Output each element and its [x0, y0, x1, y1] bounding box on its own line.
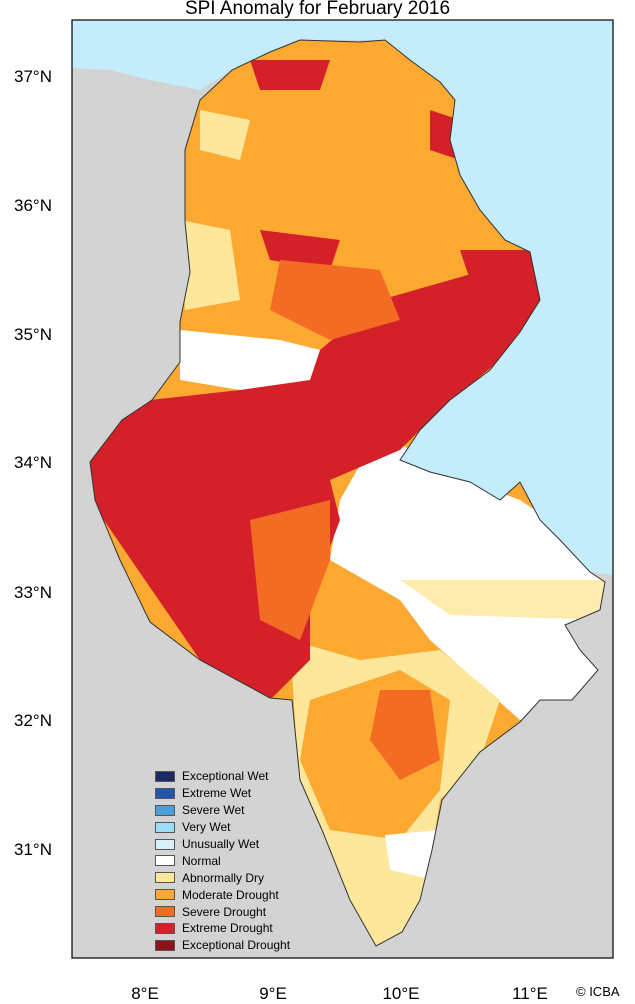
legend-swatch: [155, 804, 175, 816]
lat-label: 34°N: [14, 453, 52, 472]
legend-swatch: [155, 787, 175, 799]
legend-label: Exceptional Wet: [182, 769, 269, 784]
legend-item: Severe Wet: [155, 802, 290, 819]
legend-label: Exceptional Drought: [182, 938, 291, 953]
legend-item: Unusually Wet: [155, 836, 290, 853]
legend-label: Moderate Drought: [182, 887, 279, 902]
legend-swatch: [155, 889, 175, 901]
plot-frame: [71, 19, 614, 959]
lat-label: 31°N: [14, 840, 52, 859]
credit: © ICBA: [576, 984, 620, 999]
legend-item: Normal: [155, 852, 290, 869]
legend-swatch: [155, 838, 175, 850]
legend-swatch: [155, 872, 175, 884]
legend-item: Exceptional Wet: [155, 768, 290, 785]
lat-label: 32°N: [14, 711, 52, 730]
legend-label: Severe Wet: [182, 803, 245, 818]
lon-label: 8°E: [131, 984, 159, 1003]
legend-swatch: [155, 855, 175, 867]
legend-item: Extreme Drought: [155, 920, 290, 937]
lat-label: 35°N: [14, 325, 52, 344]
legend-swatch: [155, 922, 175, 934]
legend-label: Extreme Wet: [182, 786, 252, 801]
legend-label: Very Wet: [182, 820, 231, 835]
map-title: SPI Anomaly for February 2016: [184, 0, 451, 19]
legend-label: Extreme Drought: [182, 921, 273, 936]
legend-label: Severe Drought: [182, 904, 267, 919]
legend-item: Very Wet: [155, 819, 290, 836]
lon-label: 10°E: [382, 984, 420, 1003]
lat-label: 36°N: [14, 196, 52, 215]
lon-label: 11°E: [512, 984, 548, 1003]
legend-swatch: [155, 821, 175, 833]
lat-label: 37°N: [14, 67, 52, 86]
legend-label: Normal: [182, 853, 221, 868]
legend-swatch: [155, 939, 175, 951]
legend-label: Abnormally Dry: [182, 870, 265, 885]
legend-swatch: [155, 770, 175, 782]
legend-label: Unusually Wet: [182, 837, 260, 851]
legend-swatch: [155, 906, 175, 918]
legend-item: Extreme Wet: [155, 785, 290, 802]
legend-item: Severe Drought: [155, 903, 290, 920]
lon-label: 9°E: [259, 984, 287, 1003]
legend-item: Moderate Drought: [155, 886, 290, 903]
lat-label: 33°N: [14, 583, 52, 602]
legend-item: Abnormally Dry: [155, 869, 290, 886]
legend: Exceptional Wet Extreme Wet Severe Wet Very…: [155, 768, 290, 954]
legend-item: Exceptional Drought: [155, 937, 290, 954]
